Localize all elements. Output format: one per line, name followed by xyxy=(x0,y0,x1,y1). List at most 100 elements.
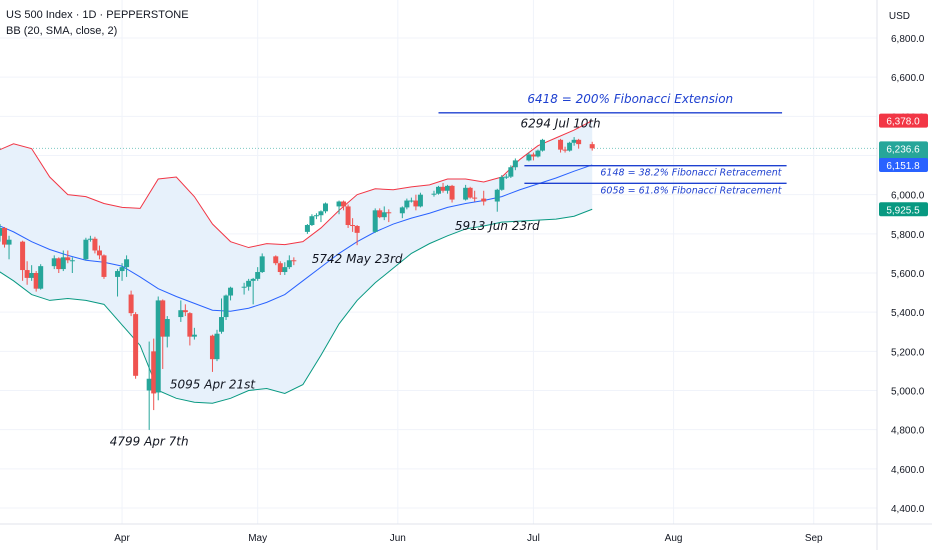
candle-body xyxy=(481,198,487,202)
candle-body xyxy=(345,206,351,226)
candle-body xyxy=(214,333,220,360)
y-tick-label: 4,600.0 xyxy=(891,465,925,476)
candle-body xyxy=(250,278,256,281)
x-tick-label: Jul xyxy=(527,533,540,544)
indicator-legend[interactable]: BB (20, SMA, close, 2) xyxy=(6,25,118,37)
candle-body xyxy=(322,203,328,212)
candle-body xyxy=(526,154,532,161)
candle-body xyxy=(318,211,324,216)
candle-body xyxy=(182,310,188,313)
candle-body xyxy=(87,238,93,240)
candle-body xyxy=(350,225,356,227)
candle-body xyxy=(535,150,541,157)
y-tick-label: 5,600.0 xyxy=(891,269,925,280)
candle-body xyxy=(2,227,8,245)
candle-body xyxy=(119,267,125,272)
candle-body xyxy=(33,273,39,289)
price-tag-bg xyxy=(879,202,928,217)
bb-basis-line xyxy=(0,164,593,312)
price-tag: 5,925.5 xyxy=(879,202,928,217)
candle-body xyxy=(51,258,57,267)
candle-body xyxy=(386,212,392,214)
price-annotation: 6294 Jul 10th xyxy=(520,116,600,130)
symbol-title[interactable]: US 500 Index · 1D · PEPPERSTONE xyxy=(6,9,189,21)
candle-body xyxy=(313,215,319,217)
candle-body xyxy=(60,257,66,270)
price-axis[interactable]: 6,800.06,600.06,400.06,200.06,000.05,800… xyxy=(876,0,928,550)
candle-body xyxy=(187,313,193,337)
candle-body xyxy=(291,260,297,262)
candle-body xyxy=(445,185,451,191)
candle-body xyxy=(467,187,473,198)
candle-body xyxy=(472,197,478,199)
bb-lower-line xyxy=(0,208,593,404)
candle-body xyxy=(558,139,564,150)
candle-body xyxy=(101,255,107,277)
y-tick-label: 4,800.0 xyxy=(891,426,925,437)
candle-body xyxy=(304,225,310,232)
x-tick-label: Sep xyxy=(805,533,823,544)
bb-upper-line xyxy=(0,120,593,249)
candle-body xyxy=(219,317,225,332)
candle-body xyxy=(273,256,279,264)
candle-body xyxy=(372,210,378,232)
candle-body xyxy=(286,260,292,268)
candle-body xyxy=(567,142,573,151)
candle-body xyxy=(56,258,62,270)
candle-body xyxy=(38,266,44,289)
candle-body xyxy=(562,149,568,151)
candle-body xyxy=(29,273,35,278)
price-tag: 6,378.0 xyxy=(879,113,928,128)
candle-body xyxy=(381,212,387,218)
candle-body xyxy=(463,187,469,200)
candle-body xyxy=(408,200,414,202)
candle-body xyxy=(399,207,405,214)
price-annotation: 5913 Jun 23rd xyxy=(455,219,540,233)
price-tag-text: 6,151.8 xyxy=(886,161,920,172)
candle-body xyxy=(115,271,121,277)
candles xyxy=(0,137,595,430)
candle-body xyxy=(20,241,26,271)
candle-body xyxy=(282,267,288,273)
candle-body xyxy=(151,351,157,394)
candle-body xyxy=(0,227,3,236)
y-tick-label: 5,200.0 xyxy=(891,347,925,358)
candle-body xyxy=(128,294,134,314)
currency-label[interactable]: USD xyxy=(888,11,910,22)
candle-body xyxy=(277,263,283,273)
candle-body xyxy=(431,193,437,195)
candle-body xyxy=(436,186,441,194)
price-tag-bg xyxy=(879,113,928,128)
candle-body xyxy=(92,238,98,251)
candle-body xyxy=(589,144,595,149)
candle-body xyxy=(24,270,30,278)
candle-body xyxy=(124,259,130,268)
candle-body xyxy=(494,189,500,202)
candle-body xyxy=(530,154,536,157)
candle-body xyxy=(341,201,347,207)
price-annotation: 4799 Apr 7th xyxy=(110,434,189,448)
candle-body xyxy=(377,210,383,218)
annotations: 4799 Apr 7th 5095 Apr 21st 5742 May 23rd 59… xyxy=(110,116,601,448)
candle-body xyxy=(65,257,71,261)
candle-body xyxy=(96,250,102,256)
fib-level-label: 6148 = 38.2% Fibonacci Retracement xyxy=(600,168,782,179)
y-tick-label: 6,800.0 xyxy=(891,34,925,45)
x-tick-label: Jun xyxy=(390,533,406,544)
candle-body xyxy=(499,177,505,190)
candle-body xyxy=(160,300,166,337)
candle-body xyxy=(417,194,423,207)
candle-body xyxy=(69,260,75,262)
y-tick-label: 5,800.0 xyxy=(891,230,925,241)
fib-level-label: 6058 = 61.8% Fibonacci Retracement xyxy=(600,185,782,196)
x-tick-label: May xyxy=(248,533,267,544)
fibonacci-levels: 6418 = 200% Fibonacci Extension 6148 = 38… xyxy=(438,92,787,196)
candle-body xyxy=(246,280,252,287)
candle-body xyxy=(133,314,139,376)
candle-body xyxy=(228,287,234,296)
candle-body xyxy=(255,272,261,279)
bollinger-bands xyxy=(0,120,593,404)
time-axis[interactable]: Apr May Jun Jul Aug Sep xyxy=(0,523,932,544)
candle-body xyxy=(309,216,315,226)
